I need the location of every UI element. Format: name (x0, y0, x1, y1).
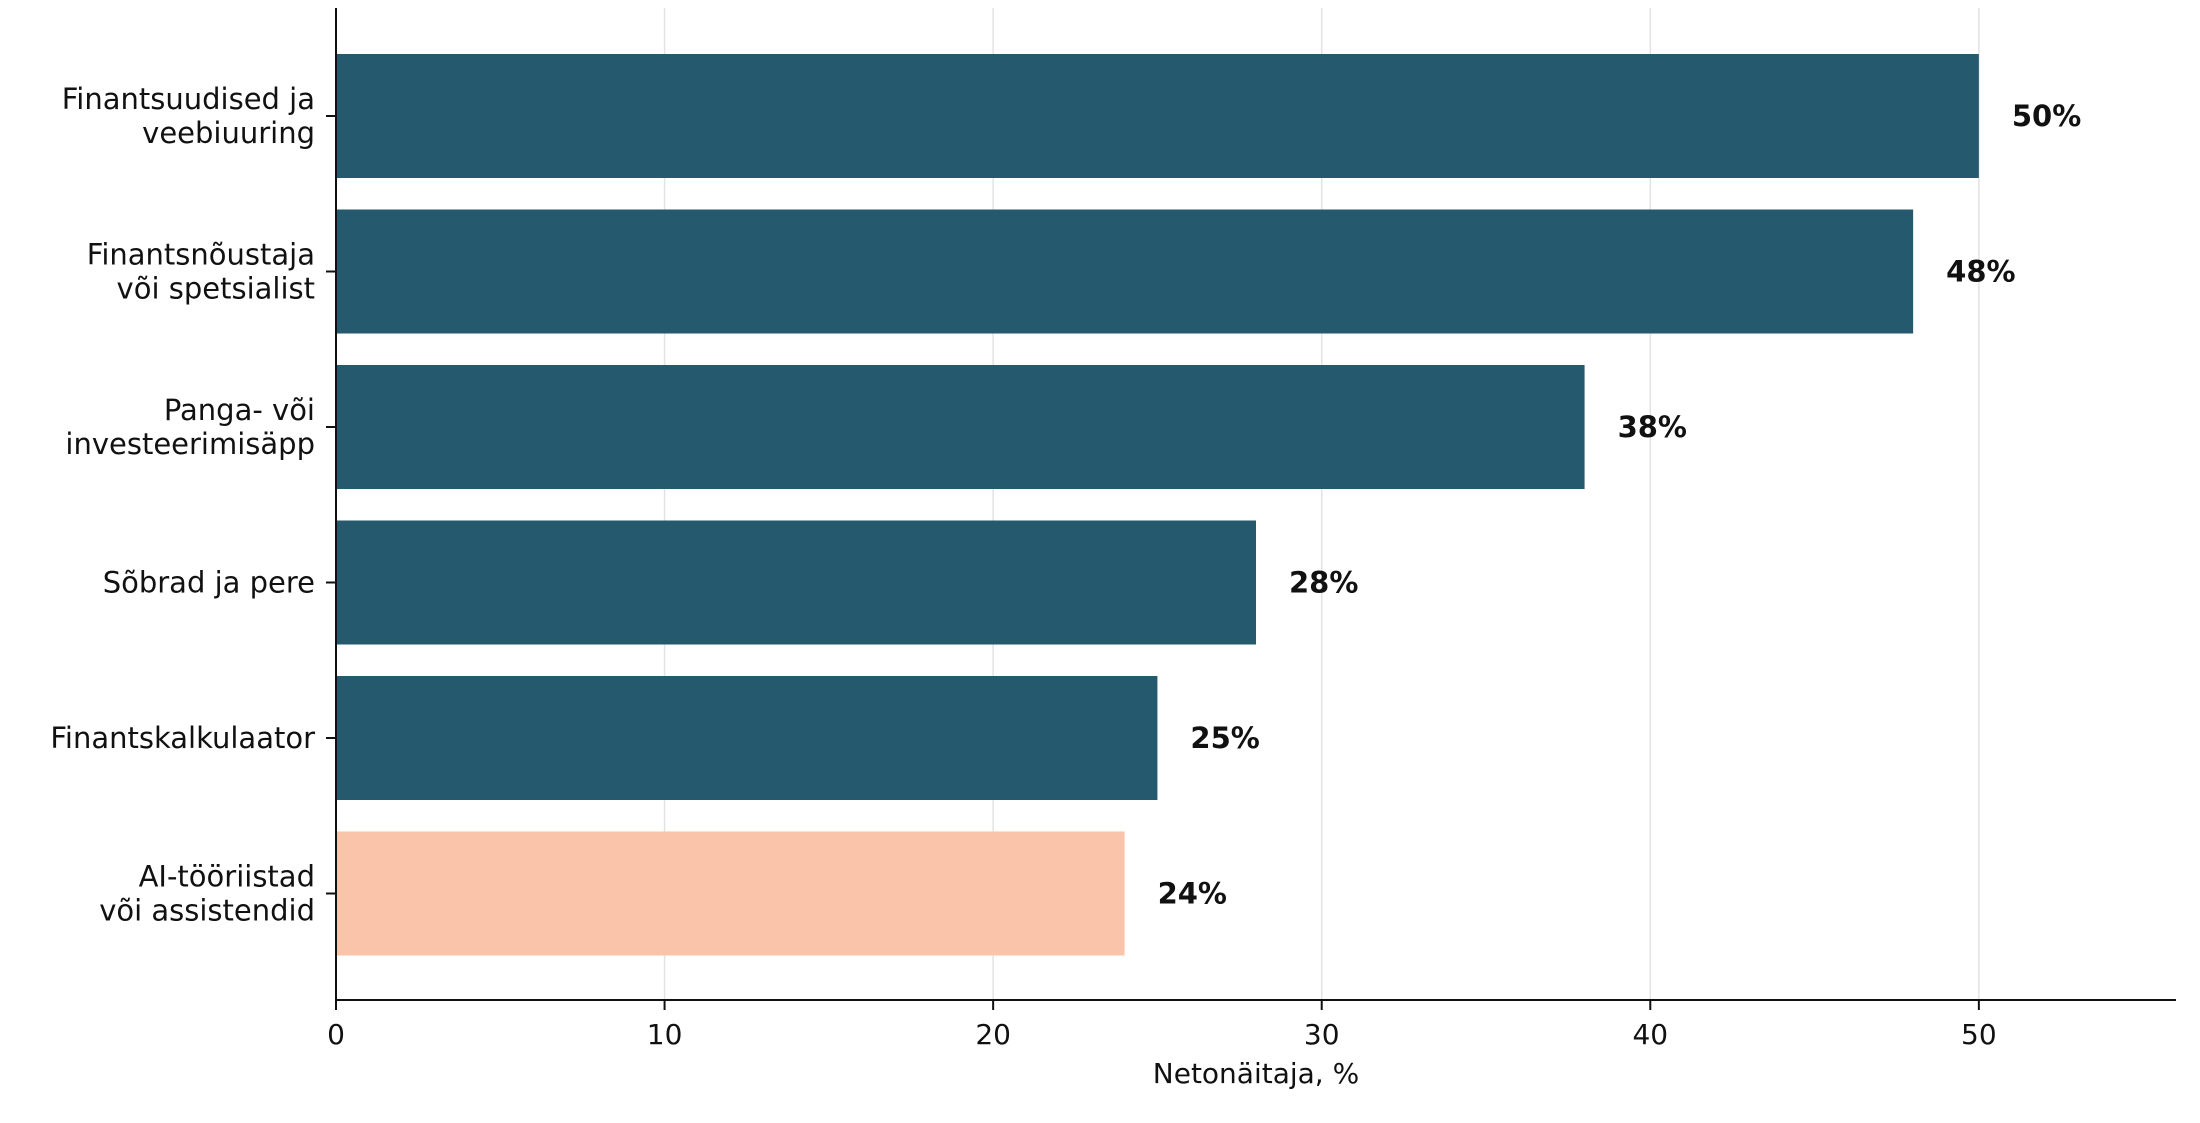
y-tick-label: AI-tööriistad või assistendid (99, 860, 315, 928)
bar (336, 676, 1158, 800)
y-tick-label-line: või assistendid (99, 894, 315, 928)
data-label: 24% (1158, 877, 1227, 911)
y-tick-label-line: veebiuuring (142, 116, 315, 150)
y-tick-label-line: Finantsnõustaja (87, 238, 315, 272)
labels: 50% Finantsuudised ja veebiuuring 48% Finant… (50, 82, 2081, 928)
y-tick-label-line: Finantsuudised ja (62, 82, 315, 116)
y-tick-label-line: või spetsialist (117, 272, 315, 306)
x-tick-label: 50 (1961, 1018, 1997, 1051)
data-label: 38% (1618, 410, 1687, 444)
y-tick-label-line: AI-tööriistad (139, 860, 315, 894)
x-tick-label: 10 (647, 1018, 683, 1051)
bars (336, 54, 1979, 956)
y-tick-label-line: Panga- või (164, 393, 315, 427)
data-label: 48% (1946, 255, 2015, 289)
y-tick-label: Panga- või investeerimisäpp (65, 393, 315, 461)
y-tick-label: Finantsnõustaja või spetsialist (87, 238, 315, 306)
y-tick-label: Finantsuudised ja veebiuuring (62, 82, 315, 150)
bar (336, 54, 1979, 178)
bar (336, 365, 1585, 489)
y-tick-label: Sõbrad ja pere (103, 566, 315, 600)
x-tick-label: 30 (1304, 1018, 1340, 1051)
bar (336, 831, 1125, 956)
y-tick-label-line: Finantskalkulaator (50, 721, 315, 755)
y-tick-label-line: Sõbrad ja pere (103, 566, 315, 600)
data-label: 28% (1289, 566, 1358, 600)
bar (336, 209, 1914, 334)
x-tick-label: 0 (327, 1018, 345, 1051)
y-tick-label: Finantskalkulaator (50, 721, 315, 755)
bar (336, 520, 1256, 645)
x-axis-title: Netonäitaja, % (1153, 1057, 1359, 1090)
x-tick-label: 20 (975, 1018, 1011, 1051)
x-tick-label: 40 (1632, 1018, 1668, 1051)
data-label: 50% (2012, 99, 2081, 133)
data-label: 25% (1190, 721, 1259, 755)
y-tick-label-line: investeerimisäpp (65, 427, 315, 461)
axes: 0 10 20 30 40 50 (326, 8, 2176, 1051)
